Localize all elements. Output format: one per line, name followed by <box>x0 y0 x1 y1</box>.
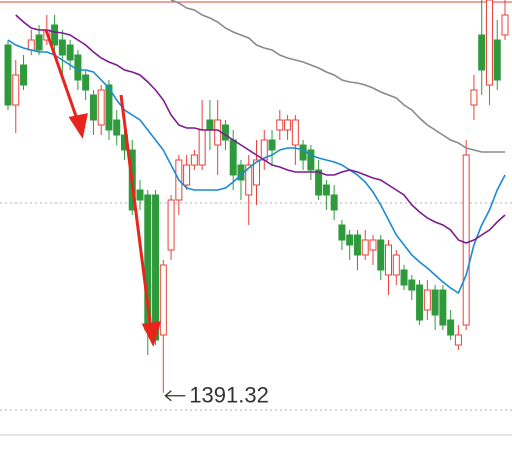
low-price-label: 1391.32 <box>189 383 269 408</box>
candle-body <box>501 14 509 36</box>
candle-body <box>315 169 323 196</box>
label-arrow-head <box>164 390 172 402</box>
candle-body <box>105 84 113 131</box>
candle-body <box>113 119 121 136</box>
candle-body <box>167 199 175 251</box>
candle-body <box>377 239 385 271</box>
candle-body <box>35 34 43 51</box>
candle-body <box>439 289 447 326</box>
candle-body <box>478 34 486 71</box>
candle-body <box>198 129 206 166</box>
candle-body <box>299 144 307 161</box>
candle-body <box>322 184 330 196</box>
candle-body <box>470 89 478 106</box>
candle-body <box>58 39 66 56</box>
candle-body <box>330 194 338 211</box>
plot <box>4 0 509 393</box>
candle-body <box>307 149 315 171</box>
candle-body <box>97 89 105 126</box>
candle-body <box>447 319 455 336</box>
candle-body <box>361 239 369 256</box>
candle-body <box>159 264 167 336</box>
candle-body <box>190 154 198 166</box>
candle-body <box>214 119 222 146</box>
candle-body <box>291 119 299 146</box>
candle-body <box>152 194 160 341</box>
candle-body <box>416 284 424 321</box>
candle-body <box>408 279 416 291</box>
candle-body <box>12 74 20 106</box>
candle-body <box>136 189 144 201</box>
candle-body <box>20 64 28 86</box>
candle-body <box>284 119 292 131</box>
candle-body <box>385 244 393 276</box>
candle-body <box>369 239 377 251</box>
candle-body <box>392 254 400 276</box>
candle-body <box>268 139 276 151</box>
candle-body <box>423 289 431 311</box>
candle-body <box>431 289 439 316</box>
candle-body <box>4 44 12 106</box>
candle-body <box>27 39 35 51</box>
candle-body <box>353 234 361 256</box>
candle-body <box>338 224 346 241</box>
candle-body <box>462 154 470 326</box>
candle-body <box>221 124 229 141</box>
candle-body <box>276 119 284 131</box>
candle-body <box>454 334 462 346</box>
arrow-shaft <box>119 94 153 331</box>
candle-body <box>51 24 59 46</box>
arrow-shaft <box>44 29 80 123</box>
candle-body <box>66 44 74 61</box>
candle-body <box>183 164 191 186</box>
candle-body <box>400 269 408 286</box>
annotation-arrows <box>44 29 162 348</box>
arrow-head <box>141 321 162 348</box>
candle-body <box>493 39 501 81</box>
candle-body <box>485 0 493 86</box>
candle-body <box>229 139 237 176</box>
candle-body <box>253 159 260 186</box>
moving-average-line <box>170 0 505 153</box>
candle-body <box>206 119 214 131</box>
moving-average-line <box>7 39 506 295</box>
candle-body <box>74 54 82 81</box>
candle-body <box>346 234 354 246</box>
arrow-head <box>68 113 88 139</box>
candle-body <box>245 164 253 196</box>
moving-average-line <box>15 14 506 244</box>
candle-body <box>89 94 97 121</box>
candle-body <box>82 74 90 91</box>
